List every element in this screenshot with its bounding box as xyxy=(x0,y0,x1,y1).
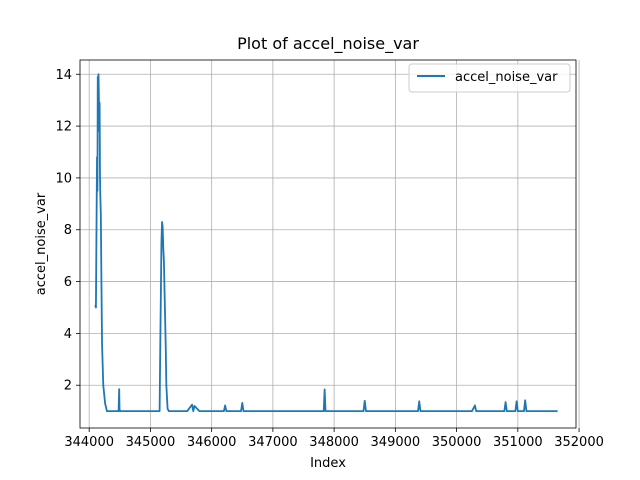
series-line-0 xyxy=(94,73,558,413)
x-axis-label: Index xyxy=(310,456,346,471)
chart-title: Plot of accel_noise_var xyxy=(237,34,419,54)
legend: accel_noise_var xyxy=(408,63,571,93)
y-tick-label-1: 4 xyxy=(64,327,72,342)
x-axis-ticks: 344000 345000 346000 347000 348000 349000 3500… xyxy=(64,428,604,450)
axes-frame xyxy=(79,59,577,429)
y-tick-label-0: 2 xyxy=(64,379,72,394)
y-tick-label-3: 8 xyxy=(64,223,72,238)
y-axis-ticks: 2 4 6 8 10 12 14 xyxy=(55,68,80,394)
y-axis-label: accel_noise_var xyxy=(34,192,49,295)
y-tick-label-2: 6 xyxy=(64,275,72,290)
x-tick-label-4: 348000 xyxy=(309,435,359,450)
y-tick-label-6: 14 xyxy=(55,68,72,83)
x-tick-label-7: 351000 xyxy=(493,435,543,450)
legend-label: accel_noise_var xyxy=(455,70,558,85)
y-tick-label-5: 12 xyxy=(55,120,72,135)
x-tick-label-3: 347000 xyxy=(248,435,298,450)
series-line-group xyxy=(94,73,558,413)
y-tick-label-4: 10 xyxy=(55,171,72,186)
x-tick-label-6: 350000 xyxy=(432,435,482,450)
x-tick-label-8: 352000 xyxy=(554,435,604,450)
x-tick-label-5: 349000 xyxy=(371,435,421,450)
grid xyxy=(80,60,580,428)
legend-box xyxy=(408,63,571,93)
x-tick-label-1: 345000 xyxy=(126,435,176,450)
x-tick-label-0: 344000 xyxy=(64,435,114,450)
x-tick-label-2: 346000 xyxy=(187,435,237,450)
